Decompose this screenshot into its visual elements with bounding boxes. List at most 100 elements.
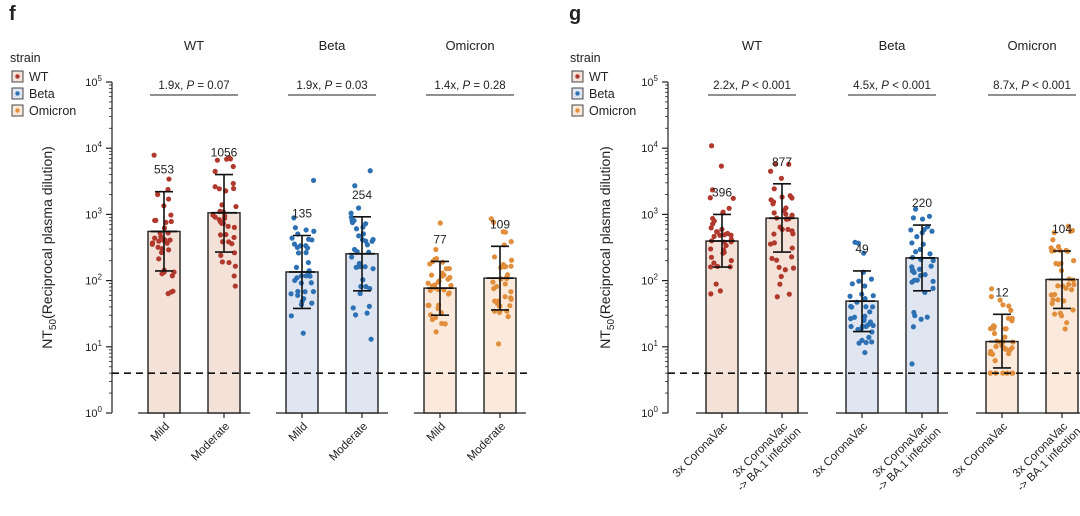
value-label: 254 [352,188,372,202]
data-point [709,187,716,193]
data-point [232,283,238,289]
data-point [433,255,440,262]
data-point [987,370,993,376]
data-point [508,239,514,245]
data-point [488,216,494,222]
data-point [155,244,161,250]
group-title: WT [742,38,762,53]
data-point [445,291,452,297]
data-point [292,225,298,231]
data-point [778,273,784,280]
legend-entry-omicron: Omicron [589,104,636,118]
value-label: 877 [772,155,792,169]
comparison-label: 1.9x, P = 0.03 [296,80,367,92]
data-point [868,276,875,282]
legend-dot-beta [575,91,580,96]
data-point [863,304,869,310]
data-point [988,294,994,300]
data-point [168,212,174,218]
data-point [166,247,172,253]
data-point [1049,247,1055,254]
data-point [1068,287,1075,293]
data-point [433,329,439,335]
data-point [909,268,915,274]
value-label: 12 [995,285,1009,299]
value-label: 135 [292,207,312,221]
data-point [856,278,862,284]
data-point [295,292,301,298]
group-title: Beta [319,38,347,53]
comparison-label: 2.2x, P < 0.001 [713,80,791,92]
data-point [867,309,873,315]
legend-dot-beta [15,91,20,96]
data-point [232,263,238,269]
data-point [778,175,784,181]
category-label: 3x CoronaVac-> BA.1 infection [866,416,944,494]
data-point [349,254,355,260]
data-point [216,186,222,192]
data-point [849,281,855,287]
data-point [302,289,308,295]
data-point [502,281,508,287]
data-point [717,288,723,294]
data-point [351,217,357,224]
data-point [926,213,933,219]
data-point [169,273,175,279]
data-point [289,235,295,241]
data-point [770,201,776,207]
data-point [708,291,714,297]
value-label: 104 [1052,222,1072,236]
data-point [1062,326,1068,332]
data-point [928,263,934,269]
data-point [370,266,376,272]
data-point [306,236,312,242]
panel-g: g strain WT Beta Omicron 100 101 102 103 104 105 NT… [569,3,1080,494]
data-point [862,296,868,302]
legend-entry-wt: WT [589,70,609,84]
category-label: Moderate [327,421,370,464]
data-point [711,233,717,239]
data-point [303,250,309,256]
data-point [219,220,225,226]
category-label: Mild [425,421,448,444]
data-point [1007,347,1013,353]
data-point [1000,370,1006,376]
data-point [226,259,232,266]
data-point [789,245,795,251]
data-point [363,284,369,290]
data-point [357,290,363,297]
data-point [295,288,301,295]
data-point [212,184,218,190]
data-point [304,245,311,251]
comparison-label: 1.4x, P = 0.28 [434,80,505,92]
data-point [711,218,717,224]
data-point [303,273,309,279]
data-point [233,203,239,210]
legend: strain WT Beta Omicron [570,51,636,118]
data-point [348,210,354,216]
data-point [427,287,433,294]
data-point [1051,230,1057,236]
data-point [508,257,515,263]
data-point [848,323,854,330]
data-point [352,312,359,318]
data-point [156,238,162,244]
data-point [288,291,294,297]
data-point [230,180,236,187]
data-point [428,272,435,278]
value-label: 77 [433,232,447,246]
data-point [930,257,936,264]
data-point [776,264,782,270]
data-point [496,309,503,316]
data-point [291,241,298,247]
data-point [1008,307,1014,313]
data-point [448,282,454,289]
data-point [788,254,795,260]
data-point [353,226,360,232]
data-point [149,241,155,247]
value-label: 1056 [211,146,238,160]
data-point [708,254,715,260]
data-point [912,206,919,212]
data-point [724,230,731,237]
